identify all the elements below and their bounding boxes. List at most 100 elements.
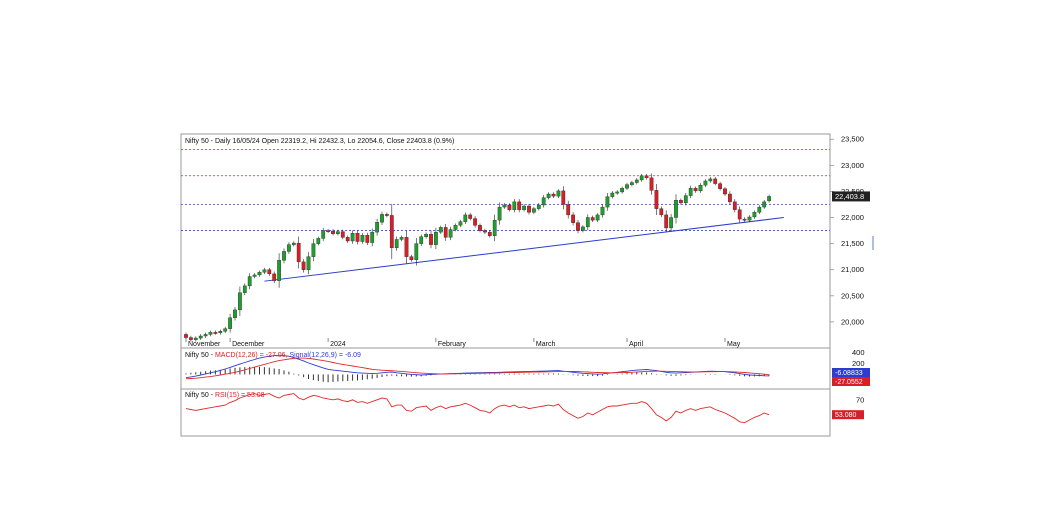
candle-body — [189, 337, 193, 340]
rsi-value-tag: 53.080 — [832, 410, 864, 420]
candle-body — [287, 244, 291, 252]
rsi-value-tag-bg — [832, 410, 864, 420]
candle-body — [242, 285, 247, 293]
price-y-tick-label: 23,000 — [841, 161, 864, 170]
candle-body — [723, 188, 727, 195]
candle-body — [458, 221, 463, 226]
candle-body — [728, 193, 732, 203]
candle-body — [683, 195, 688, 204]
rsi-legend-prefix: Nifty 50 - — [185, 392, 215, 399]
candle-body — [468, 214, 473, 219]
candle-body — [492, 219, 497, 236]
candle-body — [257, 272, 262, 276]
candle-body — [429, 234, 433, 245]
price-y-tick-label: 21,500 — [841, 239, 864, 248]
candle-body — [713, 178, 718, 184]
candle-body — [326, 230, 330, 232]
candle-body — [610, 192, 615, 197]
price-panel: 20,000 20,500 21,000 21,500 22,000 22,500 23,0… — [180, 133, 870, 349]
trendline-segment — [264, 217, 784, 282]
candle-body — [649, 177, 654, 191]
candle-body — [502, 204, 507, 208]
candle-body — [340, 231, 345, 238]
candle-body — [434, 231, 438, 245]
candle-body — [581, 226, 585, 231]
candle-body — [389, 215, 394, 248]
candle-body — [453, 225, 458, 230]
candle-body — [551, 193, 556, 197]
macd-lines — [185, 354, 770, 380]
candle-body — [228, 317, 232, 329]
rsi-y-tick-label: 70 — [856, 395, 864, 404]
candle-body — [331, 230, 335, 234]
candle-body — [419, 236, 424, 244]
rsi-legend: Nifty 50 - RSI(15) = 53.08 — [185, 392, 265, 399]
macd-legend-macd: MACD(12,26) = -27.06, — [215, 352, 288, 359]
candle-body — [571, 214, 575, 223]
macd-y-tick-label: 400 — [852, 348, 865, 357]
candle-body — [718, 183, 722, 189]
candle-body — [767, 196, 771, 202]
price-y-tick-label: 21,000 — [841, 265, 864, 274]
rsi-panel-frame — [180, 388, 831, 437]
candle-body — [585, 217, 590, 228]
candle-body — [556, 190, 561, 197]
candle-body — [350, 232, 355, 242]
candle-body — [370, 231, 375, 243]
candle-body — [605, 196, 610, 208]
candle-body — [193, 337, 198, 340]
signal-line — [185, 357, 770, 380]
price-panel-frame — [180, 133, 831, 349]
macd-legend-prefix: Nifty 50 - — [185, 352, 215, 359]
candle-body — [238, 292, 242, 311]
candle-body — [527, 205, 531, 213]
candle-body — [247, 276, 252, 287]
price-y-tick-label: 23,500 — [841, 135, 864, 144]
candle-body — [747, 216, 752, 221]
candle-body — [385, 214, 389, 216]
price-x-axis: November December 2024 February March April Ma… — [185, 338, 741, 348]
candle-body — [399, 237, 404, 240]
candle-body — [262, 269, 267, 273]
candle-body — [536, 204, 541, 209]
candle-body — [620, 188, 624, 193]
candle-body — [737, 209, 742, 220]
candle-body — [443, 227, 448, 238]
candle-body — [693, 188, 698, 192]
candle-body — [365, 235, 370, 243]
candle-body — [424, 234, 428, 237]
candle-body — [277, 260, 281, 281]
candle-body — [282, 251, 286, 261]
price-x-tick-label: March — [536, 341, 556, 348]
candle-body — [296, 242, 301, 263]
candle-body — [625, 184, 629, 189]
candle-body — [223, 328, 228, 332]
candle-body — [639, 175, 644, 181]
candle-body — [703, 180, 708, 186]
trendline — [264, 217, 784, 282]
candle-body — [487, 231, 492, 236]
candle-body — [762, 201, 767, 208]
candle-body — [291, 242, 296, 245]
candle-body — [478, 225, 482, 231]
signal-value-tag-bg — [832, 377, 870, 386]
candle-body — [483, 230, 487, 233]
candle-body — [213, 332, 218, 334]
signal-value-tag: -27.0552 — [832, 377, 870, 386]
price-x-tick-label: 2024 — [330, 341, 346, 348]
price-y-tick-label: 20,500 — [841, 291, 864, 300]
candle-body — [198, 335, 203, 339]
rsi-legend-value: RSI(15) = 53.08 — [215, 392, 265, 399]
price-y-tick-label: 20,000 — [841, 317, 864, 326]
candle-body — [654, 190, 659, 209]
candle-body — [522, 205, 526, 210]
candle-body — [233, 309, 237, 318]
macd-value-tag: -6.08833 — [832, 368, 870, 377]
candle-body — [311, 243, 316, 257]
price-x-tick-label: December — [232, 341, 265, 348]
candle-body — [517, 201, 522, 210]
candle-body — [306, 256, 311, 270]
candle-body — [463, 214, 468, 222]
